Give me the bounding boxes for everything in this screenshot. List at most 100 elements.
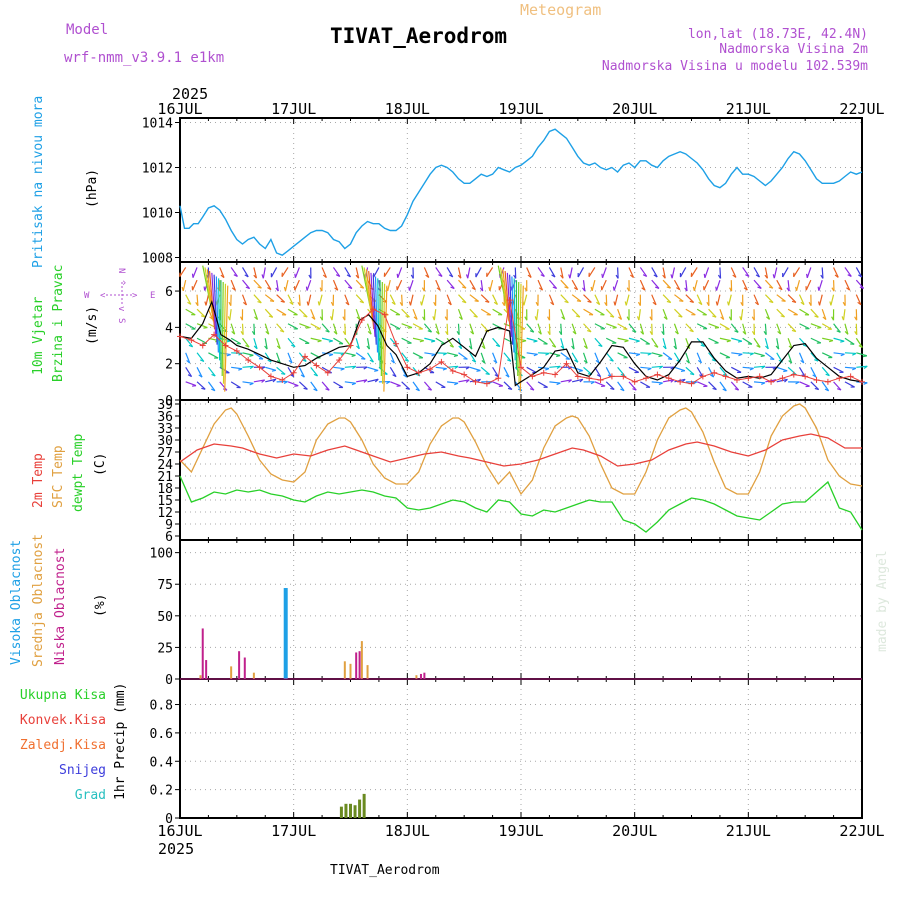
y-tick-label: 1008 (142, 252, 173, 267)
lonlat-text: lon,lat (18.73E, 42.4N) (688, 27, 868, 42)
wind-arrow-head (613, 328, 617, 329)
pressure-unit: (hPa) (85, 169, 100, 208)
precip-bar (349, 804, 352, 818)
y-tick-label: 75 (157, 578, 173, 593)
precip-total-label: Ukupna Kisa (20, 688, 106, 703)
wind-arrow-head (579, 371, 583, 372)
x-tick-label-top: 17JUL (271, 100, 316, 118)
model-label: Model (66, 22, 108, 38)
precip-freezing-label: Zaledj.Kisa (20, 738, 106, 753)
y-tick-label: 0 (165, 673, 173, 688)
cloud-bar-high (284, 588, 288, 679)
wind-arrow-head (668, 359, 672, 360)
cloud-low-label: Niska Oblacnost (53, 548, 68, 665)
wind-arrow-head (577, 301, 581, 302)
product-title: Meteogram (520, 1, 601, 19)
tsfc-label: SFC Temp (51, 445, 66, 508)
cloud-mid-label: Srednja Oblacnost (31, 534, 46, 667)
precip-unit: 1hr Precip (mm) (113, 683, 128, 800)
wind-arrow-head (704, 274, 705, 278)
x-tick-label-bottom: 16JUL (157, 822, 202, 840)
wind-arrow-head (203, 328, 207, 329)
wind-arrow-head (783, 371, 787, 372)
t2m-label: 2m Temp (31, 453, 46, 508)
pressure-label: Pritisak na nivou mora (31, 96, 46, 268)
y-tick-label: 25 (157, 641, 173, 656)
wind-arrow (538, 353, 549, 354)
year-bottom: 2025 (158, 840, 194, 858)
y-tick-label: 1010 (142, 207, 173, 222)
precip-bar (340, 807, 343, 818)
wind-unit: (m/s) (85, 306, 100, 345)
y-tick-label: 0.4 (150, 755, 174, 770)
compass-arrow-right: > (132, 291, 138, 301)
x-tick-label-top: 20JUL (612, 100, 657, 118)
x-tick-label-bottom: 20JUL (612, 822, 657, 840)
wind-arrow-head (716, 287, 717, 291)
cloud-bar-low (205, 660, 207, 679)
y-tick-label: 100 (150, 547, 173, 562)
station-title: TIVAT_Aerodrom (330, 24, 507, 48)
wind-arrow-head (475, 301, 479, 302)
compass-arrow-up: ^ (116, 280, 126, 286)
precip-bar (354, 805, 357, 818)
cloud-bar-low (420, 674, 422, 679)
wind-arrow-head (306, 287, 307, 291)
cloud-bar-mid (344, 661, 346, 679)
y-tick-label: 0.8 (150, 699, 173, 714)
cloud-bar-mid (230, 666, 232, 679)
cloud-bar-mid (253, 673, 255, 679)
wind-arrow-head (281, 374, 285, 375)
wind-arrow-head (295, 274, 296, 278)
wind-arrow-head (807, 274, 808, 278)
wind-arrow-head (602, 274, 603, 278)
wind-arrow-head (818, 287, 819, 291)
compass-arrow-down: v (116, 306, 126, 311)
y-tick-label: 6 (165, 285, 173, 300)
wind-arrow-head (679, 301, 683, 302)
y-tick-label: 1012 (142, 162, 173, 177)
x-tick-label-bottom: 17JUL (271, 822, 316, 840)
credit-text: made by Angel (875, 550, 890, 652)
temp-unit: (C) (93, 453, 108, 476)
cloud-unit: (%) (93, 594, 108, 617)
x-tick-label-top: 22JUL (839, 100, 884, 118)
wind-arrow-head (770, 359, 774, 360)
compass-arrow-left: < (100, 291, 106, 301)
wind-arrow (640, 353, 651, 354)
wind-arrow-head (204, 287, 205, 291)
x-tick-label-top: 19JUL (498, 100, 543, 118)
precip-hail-label: Grad (75, 788, 106, 803)
wind-arrow-head (817, 328, 821, 329)
wind-arrow-head (397, 274, 398, 278)
wind-arrow-head (715, 328, 719, 329)
model-elevation-text: Nadmorska Visina u modelu 102.539m (602, 59, 868, 74)
y-tick-label: 50 (157, 610, 173, 625)
wind-arrow-head (782, 301, 786, 302)
model-name: wrf-nmm_v3.9.1 e1km (64, 50, 224, 66)
wind-arrow-head (476, 371, 480, 372)
cloud-bar-mid (367, 665, 369, 679)
precip-bar (344, 804, 347, 818)
cloud-bar-mid (415, 675, 417, 679)
wind-arrow (845, 353, 856, 354)
wind-arrow-head (486, 374, 490, 375)
wind-arrow-head (613, 287, 614, 291)
wind-arrow-head (374, 370, 378, 371)
precip-bar (358, 800, 361, 818)
y-tick-label: 0.2 (150, 784, 173, 799)
x-tick-label-bottom: 18JUL (385, 822, 430, 840)
x-tick-label-top: 21JUL (726, 100, 771, 118)
elevation-text: Nadmorska Visina 2m (719, 42, 868, 57)
x-tick-label-bottom: 22JUL (839, 822, 884, 840)
dewpt-label: dewpt Temp (71, 434, 86, 512)
cloud-bar-low (355, 652, 357, 679)
wind-arrow-head (409, 287, 410, 291)
footer-station: TIVAT_Aerodrom (330, 863, 440, 878)
y-tick-label: 4 (165, 321, 173, 336)
wind-arrow-head (270, 301, 274, 302)
x-tick-label-top: 16JUL (157, 100, 202, 118)
cloud-bar-low (244, 658, 246, 679)
